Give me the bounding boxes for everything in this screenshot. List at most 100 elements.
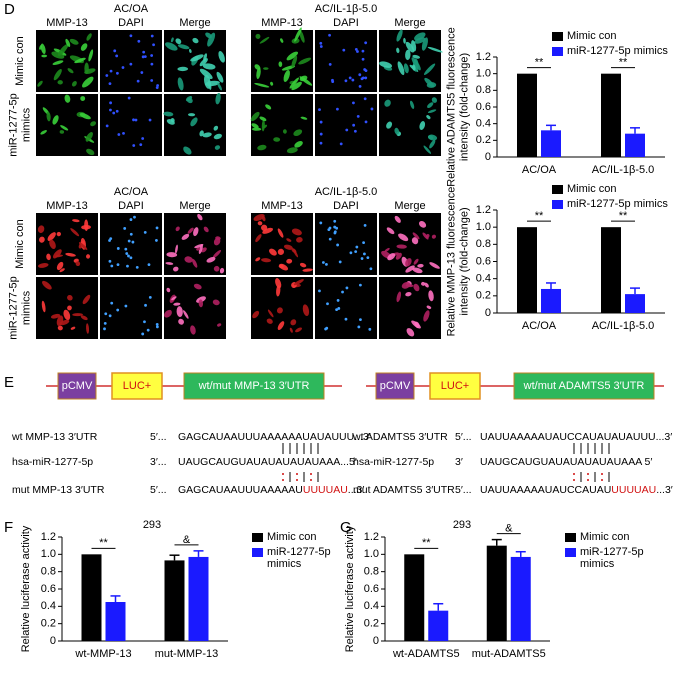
- y-tick-label: 0.8: [476, 84, 491, 96]
- cell: [267, 309, 274, 318]
- micrograph: [100, 213, 162, 275]
- cell: [282, 129, 287, 134]
- row-label: mimics: [20, 107, 32, 142]
- nucleus: [129, 232, 133, 236]
- y-tick-label: 0: [485, 307, 491, 319]
- nucleus: [109, 108, 112, 112]
- cell: [428, 290, 434, 302]
- bar: [510, 556, 531, 641]
- cell: [85, 132, 93, 142]
- sequence-segment: UUUUAU: [611, 484, 656, 496]
- cell: [413, 258, 419, 265]
- cell: [203, 53, 208, 62]
- cell: [255, 33, 261, 39]
- sequence-end: 3′...: [150, 456, 167, 468]
- sequence: GAGCAUAAUUUAAAAAUUUUUAU...3′: [178, 484, 364, 496]
- mismatch-dots: [282, 473, 603, 481]
- nucleus: [108, 314, 112, 318]
- sequence-label: wt MMP-13 3′UTR: [11, 431, 98, 443]
- nucleus: [364, 120, 368, 124]
- row-label: miR-1277-5p: [7, 276, 19, 340]
- nucleus: [356, 114, 360, 118]
- nucleus: [345, 128, 349, 132]
- nucleus: [337, 307, 341, 310]
- row-label: mimics: [20, 290, 32, 325]
- cell: [279, 263, 289, 271]
- cell: [276, 307, 283, 314]
- legend-swatch: [552, 200, 563, 209]
- cell: [176, 306, 183, 318]
- cell: [217, 323, 222, 327]
- cell: [294, 27, 302, 42]
- y-tick-label: 1.0: [476, 68, 491, 80]
- nucleus: [363, 97, 367, 101]
- legend-item: miR-1277-5p mimics: [567, 198, 668, 210]
- nucleus: [345, 286, 349, 290]
- cell: [405, 41, 415, 53]
- nucleus: [136, 79, 140, 83]
- nucleus: [124, 304, 128, 308]
- micrograph: [315, 30, 377, 92]
- nucleus: [363, 252, 366, 256]
- nucleus: [335, 308, 338, 312]
- cell: [298, 57, 312, 65]
- nucleus: [362, 241, 365, 245]
- cell: [52, 249, 62, 259]
- cell: [189, 49, 192, 53]
- cell: [293, 129, 303, 136]
- nucleus: [127, 254, 130, 258]
- nucleus: [140, 71, 144, 74]
- bar: [81, 554, 102, 641]
- cell: [253, 213, 265, 222]
- nucleus: [360, 257, 364, 260]
- panel-label: D: [4, 1, 15, 18]
- cell: [72, 313, 84, 317]
- cell: [80, 43, 88, 51]
- cell: [86, 148, 95, 156]
- nucleus: [133, 215, 136, 219]
- nucleus: [363, 223, 367, 227]
- cell: [192, 37, 199, 44]
- nucleus: [125, 252, 129, 255]
- channel-header: Merge: [394, 200, 425, 212]
- nucleus: [155, 239, 158, 242]
- nucleus: [129, 62, 133, 66]
- channel-header: DAPI: [118, 200, 144, 212]
- nucleus: [341, 290, 344, 294]
- legend-item: Mimic con: [567, 183, 617, 195]
- sequence-segment: ...3′: [656, 484, 673, 496]
- legend-item: miR-1277-5p mimics: [267, 546, 331, 570]
- cell: [219, 267, 225, 274]
- legend-label: Mimic con: [567, 30, 617, 42]
- cell: [261, 224, 268, 231]
- cell: [299, 76, 313, 86]
- nucleus: [141, 55, 145, 59]
- x-tick-label: wt-MMP-13: [74, 648, 131, 660]
- cell: [193, 283, 202, 290]
- cell: [413, 283, 420, 292]
- nucleus: [105, 74, 109, 77]
- sequence-label: wt ADAMTS5 3′UTR: [352, 431, 448, 443]
- cell: [405, 292, 412, 297]
- cell: [186, 97, 193, 104]
- cell: [300, 116, 308, 120]
- cell: [296, 237, 303, 243]
- row-label: Mimic con: [14, 219, 26, 269]
- utr-box: [513, 372, 655, 400]
- cell: [283, 70, 290, 82]
- nucleus: [358, 73, 362, 77]
- cell: [39, 45, 42, 50]
- cell: [56, 261, 64, 271]
- y-axis-label: intensity (fold-change): [458, 207, 470, 315]
- channel-header: DAPI: [333, 17, 359, 29]
- sequence-label: mut MMP-13 3′UTR: [12, 484, 105, 496]
- cell: [397, 61, 405, 76]
- cell: [86, 254, 91, 259]
- row-label: miR-1277-5p: [7, 93, 19, 157]
- cell: [421, 281, 426, 286]
- nucleus: [113, 49, 117, 53]
- nucleus: [336, 299, 340, 302]
- panel-label: F: [4, 519, 13, 536]
- legend-swatch: [552, 47, 563, 56]
- y-tick-label: 0: [50, 635, 56, 647]
